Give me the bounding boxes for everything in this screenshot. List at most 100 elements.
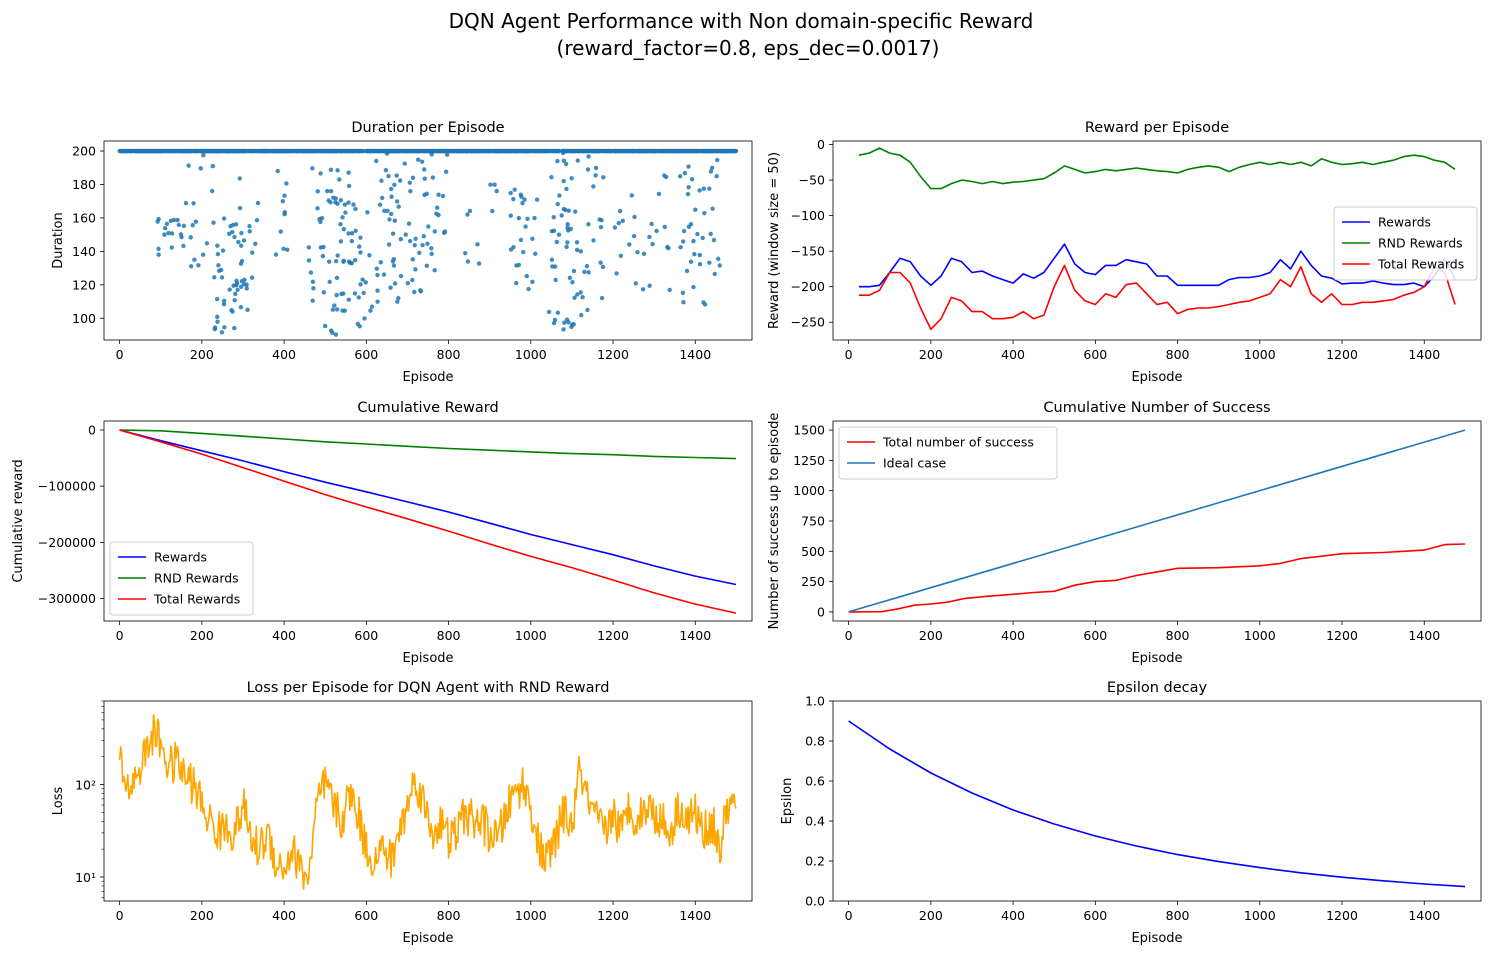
scatter-point bbox=[190, 222, 195, 228]
scatter-point bbox=[398, 273, 404, 279]
x-tick-label: 0 bbox=[845, 908, 853, 923]
scatter-point bbox=[557, 193, 562, 198]
scatter-point bbox=[579, 312, 584, 318]
scatter-point bbox=[244, 286, 249, 291]
scatter-point bbox=[421, 233, 427, 239]
x-tick-label: 1200 bbox=[1326, 628, 1358, 643]
x-tick-label: 0 bbox=[845, 628, 853, 643]
y-tick-label: 10¹ bbox=[75, 870, 96, 885]
scatter-point bbox=[229, 307, 234, 313]
scatter-point bbox=[571, 268, 577, 274]
x-tick-label: 1000 bbox=[1244, 347, 1276, 362]
scatter-point bbox=[681, 228, 687, 234]
scatter-point bbox=[598, 224, 604, 230]
scatter-point bbox=[383, 167, 389, 173]
scatter-point bbox=[523, 224, 528, 229]
x-tick-label: 800 bbox=[1166, 347, 1190, 362]
scatter-point bbox=[388, 211, 394, 217]
scatter-point bbox=[633, 281, 639, 286]
scatter-point bbox=[391, 256, 397, 262]
x-tick-label: 1400 bbox=[679, 347, 711, 362]
scatter-point bbox=[714, 174, 719, 179]
subplot-title: Cumulative Number of Success bbox=[1043, 400, 1270, 416]
scatter-point bbox=[691, 284, 696, 290]
scatter-point bbox=[717, 263, 722, 268]
series-line-total-rewards bbox=[858, 264, 1456, 331]
scatter-point bbox=[680, 290, 686, 296]
scatter-point bbox=[358, 250, 363, 255]
scatter-point bbox=[340, 215, 345, 220]
scatter-point bbox=[440, 193, 446, 199]
scatter-point bbox=[681, 300, 686, 305]
scatter-point bbox=[632, 214, 637, 220]
scatter-point bbox=[567, 275, 573, 281]
scatter-point bbox=[329, 328, 334, 333]
scatter-point bbox=[555, 310, 561, 315]
scatter-point bbox=[282, 193, 287, 198]
scatter-point bbox=[555, 201, 560, 207]
scatter-point bbox=[349, 238, 355, 244]
scatter-point bbox=[188, 235, 193, 240]
scatter-point bbox=[552, 317, 558, 323]
y-tick-label: 1.0 bbox=[805, 694, 825, 709]
scatter-point bbox=[306, 258, 312, 263]
scatter-point bbox=[422, 176, 427, 181]
scatter-point bbox=[601, 175, 606, 180]
scatter-point bbox=[688, 259, 694, 264]
scatter-point bbox=[563, 207, 568, 213]
scatter-point bbox=[530, 279, 535, 284]
scatter-point bbox=[412, 242, 417, 248]
scatter-point bbox=[332, 303, 337, 308]
scatter-point bbox=[494, 188, 499, 194]
scatter-point bbox=[360, 277, 365, 282]
scatter-point bbox=[397, 178, 403, 183]
scatter-point bbox=[308, 270, 314, 275]
scatter-point bbox=[365, 210, 370, 215]
scatter-point bbox=[352, 257, 358, 263]
subplot-cumreward: Cumulative Reward Episode Cumulative rewar… bbox=[11, 400, 753, 666]
scatter-point bbox=[702, 302, 708, 307]
scatter-point bbox=[238, 243, 244, 248]
scatter-point bbox=[238, 284, 244, 289]
scatter-point bbox=[684, 268, 690, 274]
scatter-point bbox=[666, 246, 671, 251]
x-axis-label: Episode bbox=[402, 931, 453, 946]
scatter-point bbox=[530, 236, 535, 241]
scatter-point bbox=[434, 211, 439, 216]
x-tick-label: 0 bbox=[116, 908, 124, 923]
x-tick-label: 1200 bbox=[1326, 908, 1358, 923]
scatter-point bbox=[384, 151, 390, 156]
scatter-point bbox=[463, 250, 468, 256]
scatter-point bbox=[512, 187, 517, 192]
scatter-point bbox=[221, 301, 227, 307]
scatter-point bbox=[192, 257, 197, 262]
scatter-point bbox=[238, 304, 244, 310]
scatter-point bbox=[333, 332, 339, 337]
scatter-point bbox=[514, 280, 519, 286]
scatter-point bbox=[278, 229, 283, 234]
scatter-point bbox=[573, 209, 578, 214]
scatter-point bbox=[346, 297, 351, 302]
scatter-point bbox=[521, 249, 526, 255]
scatter-point bbox=[524, 273, 529, 279]
scatter-point bbox=[516, 262, 522, 268]
x-tick-label: 600 bbox=[1083, 908, 1107, 923]
scatter-point bbox=[318, 219, 323, 225]
scatter-point bbox=[215, 243, 220, 248]
subplot-title: Epsilon decay bbox=[1107, 680, 1208, 696]
scatter-point bbox=[381, 272, 387, 277]
x-tick-label: 1000 bbox=[1244, 628, 1276, 643]
scatter-point bbox=[171, 217, 177, 223]
y-tick-label: 0.0 bbox=[805, 894, 825, 909]
scatter-point bbox=[584, 263, 590, 269]
scatter-point bbox=[707, 186, 712, 191]
x-tick-label: 800 bbox=[437, 628, 461, 643]
scatter-point bbox=[200, 252, 206, 257]
scatter-point bbox=[245, 307, 250, 313]
scatter-point bbox=[396, 204, 401, 209]
scatter-point bbox=[635, 249, 640, 255]
x-tick-label: 600 bbox=[354, 628, 378, 643]
scatter-point bbox=[591, 238, 596, 243]
scatter-point bbox=[377, 202, 383, 207]
